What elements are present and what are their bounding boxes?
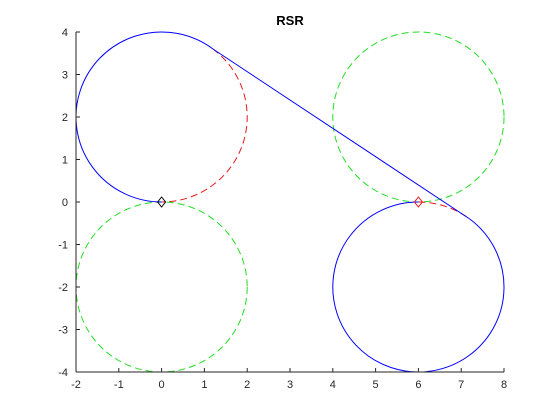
x-tick-label: 6 — [415, 379, 421, 391]
x-tick-label: 1 — [201, 379, 207, 391]
x-tick-label: 3 — [287, 379, 293, 391]
x-tick-label: -2 — [71, 379, 81, 391]
start-circle-unused-arc — [161, 48, 248, 203]
y-tick-label: 4 — [62, 27, 68, 39]
x-tick-label: -1 — [114, 379, 124, 391]
y-tick-label: -3 — [58, 325, 68, 337]
x-tick-label: 4 — [330, 379, 336, 391]
y-tick-label: 0 — [62, 197, 68, 209]
goal-turn-path-arc — [332, 201, 505, 373]
y-tick-label: -2 — [58, 282, 68, 294]
axes: -2 -1 0 1 2 3 4 5 6 7 8 -4 -3 -2 -1 0 1 2 3 4 — [58, 27, 507, 391]
x-tick-label: 8 — [501, 379, 507, 391]
straight-path-segment — [212, 48, 471, 220]
start-turn-path-arc — [75, 31, 214, 203]
x-tick-label: 7 — [458, 379, 464, 391]
y-tick-label: 1 — [62, 155, 68, 167]
y-tick-label: 3 — [62, 70, 68, 82]
x-tick-label: 2 — [244, 379, 250, 391]
y-tick-label: 2 — [62, 112, 68, 124]
chart-title: RSR — [276, 13, 304, 28]
x-tick-label: 0 — [159, 379, 165, 391]
y-tick-label: -1 — [58, 240, 68, 252]
start-pose-marker — [156, 196, 167, 208]
x-tick-label: 5 — [373, 379, 379, 391]
y-tick-label: -4 — [58, 367, 68, 379]
goal-pose-marker — [413, 196, 424, 208]
